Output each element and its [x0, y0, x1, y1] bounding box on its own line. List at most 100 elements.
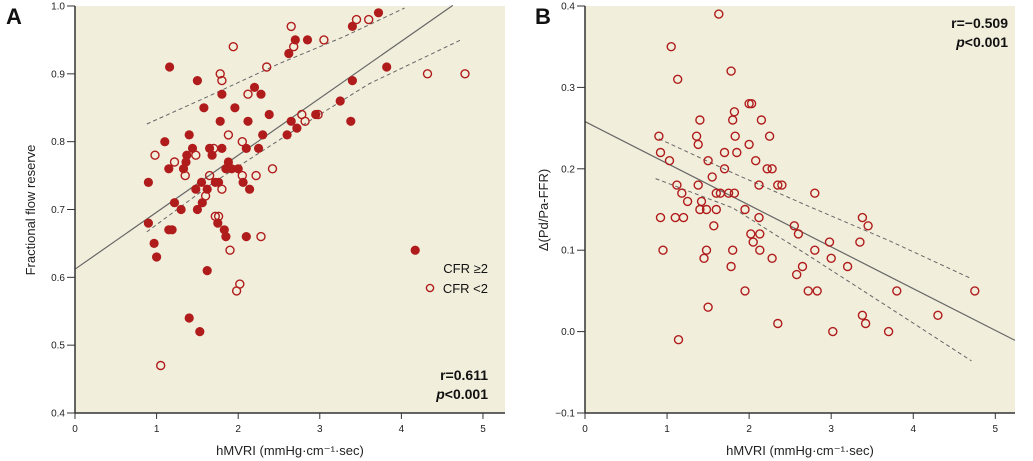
data-point-open [767, 164, 777, 174]
x-tick-label: 2 [746, 424, 752, 435]
data-point-open [842, 261, 853, 272]
y-tick-label: 0.0 [561, 327, 575, 338]
plot-background-b [585, 6, 1015, 413]
data-point-open [892, 286, 902, 296]
data-point-open [693, 180, 703, 190]
data-point-open [703, 155, 713, 166]
data-point-open [719, 164, 730, 174]
data-point-open [215, 69, 225, 79]
data-point-open [970, 286, 980, 296]
x-tick-label: 3 [828, 424, 834, 435]
data-point-open [701, 245, 712, 255]
data-point-open [703, 302, 713, 312]
x-tick-label: 4 [910, 424, 916, 435]
data-point-filled [217, 89, 227, 99]
data-point-filled [241, 143, 251, 153]
data-point-open [678, 212, 689, 223]
data-point-filled [192, 76, 202, 86]
y-axis-label-b: Δ(Pd/Pa-FFR) [536, 169, 551, 251]
x-tick-label: 5 [480, 424, 486, 435]
y-tick-label: 0.2 [561, 164, 575, 175]
data-point-open [740, 204, 750, 215]
data-point-filled [382, 62, 392, 72]
x-tick-label: 2 [235, 424, 241, 435]
data-point-open [300, 116, 310, 127]
data-point-open [755, 229, 765, 239]
data-point-open [655, 147, 666, 158]
panel-label-a: A [6, 4, 22, 29]
data-point-open [155, 360, 166, 371]
data-point-filled [184, 130, 194, 140]
data-point-filled [143, 218, 153, 228]
data-point-open [773, 318, 783, 329]
legend-label-filled: CFR ≥2 [443, 261, 488, 276]
data-point-filled [254, 143, 264, 153]
data-point-open [150, 150, 160, 160]
y-tick-label: 0.1 [561, 246, 575, 257]
data-point-open [767, 253, 777, 263]
data-point-open [289, 42, 299, 52]
data-point-filled [238, 177, 248, 187]
data-point-filled [286, 116, 296, 126]
data-point-open [883, 326, 894, 337]
data-point-open [792, 269, 802, 280]
panel-a: 0 1 2 3 4 5 0.4 0.5 0.6 0.7 0.8 0.9 1.0 A hMVRI (mmH… [6, 2, 505, 458]
data-point-open [732, 147, 742, 158]
data-point-filled [258, 130, 268, 140]
data-point-open [319, 35, 329, 45]
data-point-open [812, 286, 822, 296]
stat-p-a: p<0.001 [435, 386, 488, 402]
data-point-open [225, 245, 235, 255]
stat-p-value-b: <0.001 [965, 34, 1008, 50]
data-point-filled [346, 116, 356, 126]
data-point-filled [165, 62, 175, 72]
data-point-open [682, 196, 693, 207]
data-point-open [208, 143, 219, 154]
y-tick-label: 0.4 [561, 2, 575, 13]
data-point-open [169, 157, 180, 167]
data-point-open [699, 253, 709, 263]
data-point-filled [249, 82, 260, 92]
data-point-open [726, 66, 736, 76]
legend-label-open: CFR <2 [443, 281, 488, 296]
data-point-filled [199, 103, 209, 113]
data-point-open [751, 155, 761, 166]
ci-upper-line [146, 7, 405, 125]
data-point-filled [217, 143, 227, 153]
data-point-open [351, 14, 362, 25]
ci-lower-line [655, 178, 972, 362]
stat-p-symbol-b: p [955, 34, 965, 50]
data-point-open [191, 150, 201, 160]
x-tick-label: 4 [399, 424, 405, 435]
data-point-open [857, 310, 868, 320]
y-tick-label: 0.4 [51, 409, 65, 420]
data-point-open [740, 286, 750, 296]
data-point-open [754, 212, 764, 223]
data-point-open [748, 237, 758, 247]
data-point-open [709, 221, 719, 231]
data-point-open [180, 170, 190, 181]
data-point-open [460, 69, 470, 79]
data-point-open [262, 62, 272, 72]
data-point-filled [410, 245, 420, 255]
stat-p-b: p<0.001 [955, 34, 1008, 50]
data-point-open [695, 115, 705, 125]
data-point-open [810, 188, 820, 198]
data-point-open [860, 318, 871, 329]
y-tick-label: −0.1 [555, 409, 575, 420]
data-point-filled [160, 137, 170, 147]
data-point-open [655, 212, 666, 223]
data-point-filled [241, 232, 251, 242]
stat-r-a: r=0.611 [440, 367, 488, 383]
y-axis-label-a: Fractional flow reserve [23, 145, 38, 276]
legend-marker-open [425, 283, 435, 293]
data-point-filled [245, 184, 255, 194]
data-point-open [824, 237, 835, 247]
data-point-open [857, 212, 868, 223]
data-point-filled [302, 35, 313, 45]
data-point-filled [164, 164, 174, 174]
data-point-filled [184, 313, 194, 323]
y-tick-label: 1.0 [51, 2, 65, 13]
data-point-open [756, 115, 767, 125]
